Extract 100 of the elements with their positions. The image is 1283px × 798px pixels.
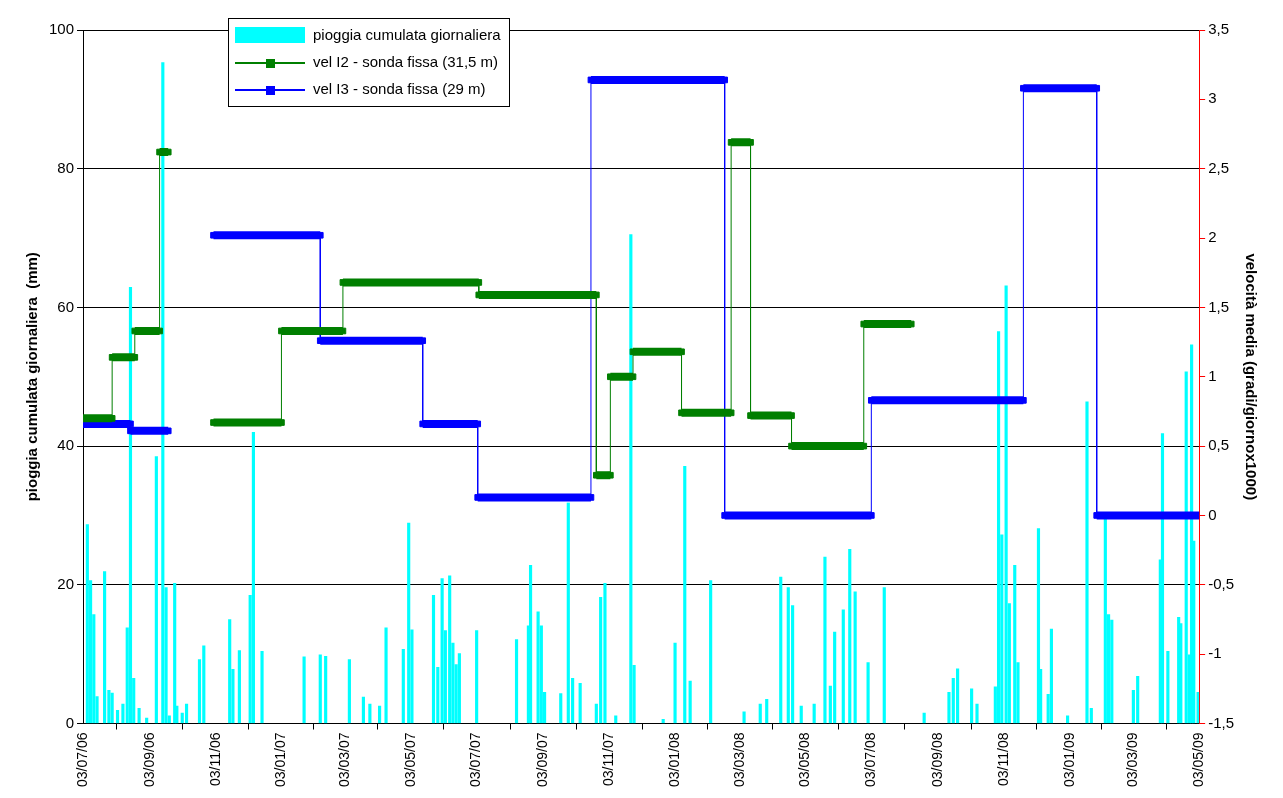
point (127, 427, 134, 435)
bar (882, 587, 886, 724)
bar (786, 587, 790, 724)
bar (765, 698, 769, 724)
x-tick-label: 03/03/07 (335, 732, 352, 787)
legend-label: vel I2 - sonda fissa (31,5 m) (313, 53, 499, 70)
x-tick-label: 03/07/08 (862, 732, 879, 787)
x-tick-label: 03/07/06 (73, 732, 90, 787)
bar (578, 682, 582, 724)
x-tick-label: 03/01/07 (272, 732, 289, 787)
point (593, 471, 600, 479)
bar (368, 703, 372, 724)
y-tick-label: 80 (57, 158, 75, 176)
bar (103, 571, 107, 724)
bar (1049, 628, 1053, 724)
bar (688, 680, 692, 724)
bar (799, 705, 803, 724)
x-tick-label: 03/07/07 (467, 732, 484, 787)
bar (1103, 517, 1107, 724)
bar (318, 654, 322, 724)
bar (709, 580, 713, 724)
y-tick-label: 60 (57, 297, 75, 315)
bar (742, 711, 746, 724)
y2-tick-label: -0,5 (1208, 574, 1235, 592)
bar (440, 578, 444, 724)
x-tick-label: 03/09/07 (534, 732, 551, 787)
y-tick-label: 100 (49, 20, 75, 38)
x-tick-label: 03/01/09 (1060, 732, 1077, 787)
bar (324, 655, 328, 724)
legend-label: pioggia cumulata giornaliera (313, 26, 501, 43)
y2-tick-label: -1,5 (1208, 713, 1235, 731)
bar (528, 565, 533, 724)
bar (228, 619, 232, 724)
bar (823, 556, 827, 724)
bar (922, 712, 926, 724)
bar (673, 642, 677, 724)
bar (683, 465, 687, 724)
bar (431, 594, 436, 724)
y2-tick-label: 1 (1208, 366, 1217, 384)
bar (361, 696, 365, 724)
bar (514, 639, 519, 724)
x-tick-label: 03/11/06 (206, 732, 223, 786)
y2-axis-title: velocità media (gradi/giornox1000) (1242, 253, 1260, 501)
y2-tick-label: 1,5 (1208, 297, 1230, 315)
y2-tick-label: 2 (1208, 228, 1217, 246)
x-tick-label: 03/11/07 (600, 732, 617, 786)
x-tick-label: 03/05/07 (401, 732, 418, 787)
y-tick-label: 40 (57, 436, 75, 454)
x-tick-label: 03/09/06 (140, 732, 157, 787)
point (164, 427, 172, 435)
x-tick-label: 03/11/08 (994, 732, 1011, 786)
bar (559, 693, 563, 724)
point (629, 348, 637, 356)
bar (475, 630, 479, 724)
bar (1136, 676, 1140, 724)
x-tick-label: 03/05/08 (796, 732, 813, 787)
x-tick-label: 03/05/09 (1190, 732, 1207, 787)
y-tick-label: 20 (57, 574, 75, 592)
y2-tick-label: -1 (1208, 644, 1222, 662)
bar (237, 650, 241, 724)
y-axis-title: pioggia cumulata giornaliera (mm) (23, 252, 41, 502)
bar (1166, 651, 1170, 724)
x-tick-label: 03/03/08 (730, 732, 747, 787)
point (678, 409, 685, 417)
bar (173, 583, 177, 724)
bar (347, 659, 351, 724)
y2-tick-label: 0,5 (1208, 436, 1230, 454)
bar (996, 331, 1001, 724)
bar (758, 703, 762, 724)
bar (1184, 371, 1188, 724)
bar (128, 286, 133, 724)
point (678, 348, 685, 356)
bar (848, 549, 852, 724)
bar (853, 591, 857, 724)
y2-tick-label: 0 (1208, 505, 1217, 523)
bar (970, 688, 974, 724)
bar (110, 692, 114, 724)
bar (629, 234, 633, 724)
bar (184, 703, 189, 724)
bar (1004, 285, 1008, 724)
x-tick-label: 03/01/08 (665, 732, 682, 787)
bar (536, 611, 540, 724)
bar (1160, 433, 1165, 724)
bar (154, 456, 158, 724)
bar (448, 575, 452, 724)
y2-tick-label: 3,5 (1208, 20, 1230, 38)
bar (1085, 401, 1089, 724)
point (607, 471, 614, 479)
bar (378, 705, 382, 724)
y-tick-label: 0 (65, 713, 75, 731)
bar (841, 609, 845, 724)
bar (302, 656, 306, 724)
y2-tick-label: 3 (1208, 89, 1217, 107)
bar (779, 576, 783, 724)
bar (407, 522, 411, 724)
bar (566, 502, 570, 724)
bar (251, 431, 255, 724)
bar (202, 645, 206, 724)
legend-label: vel I3 - sonda fissa (29 m) (313, 80, 486, 97)
bar (603, 583, 607, 724)
